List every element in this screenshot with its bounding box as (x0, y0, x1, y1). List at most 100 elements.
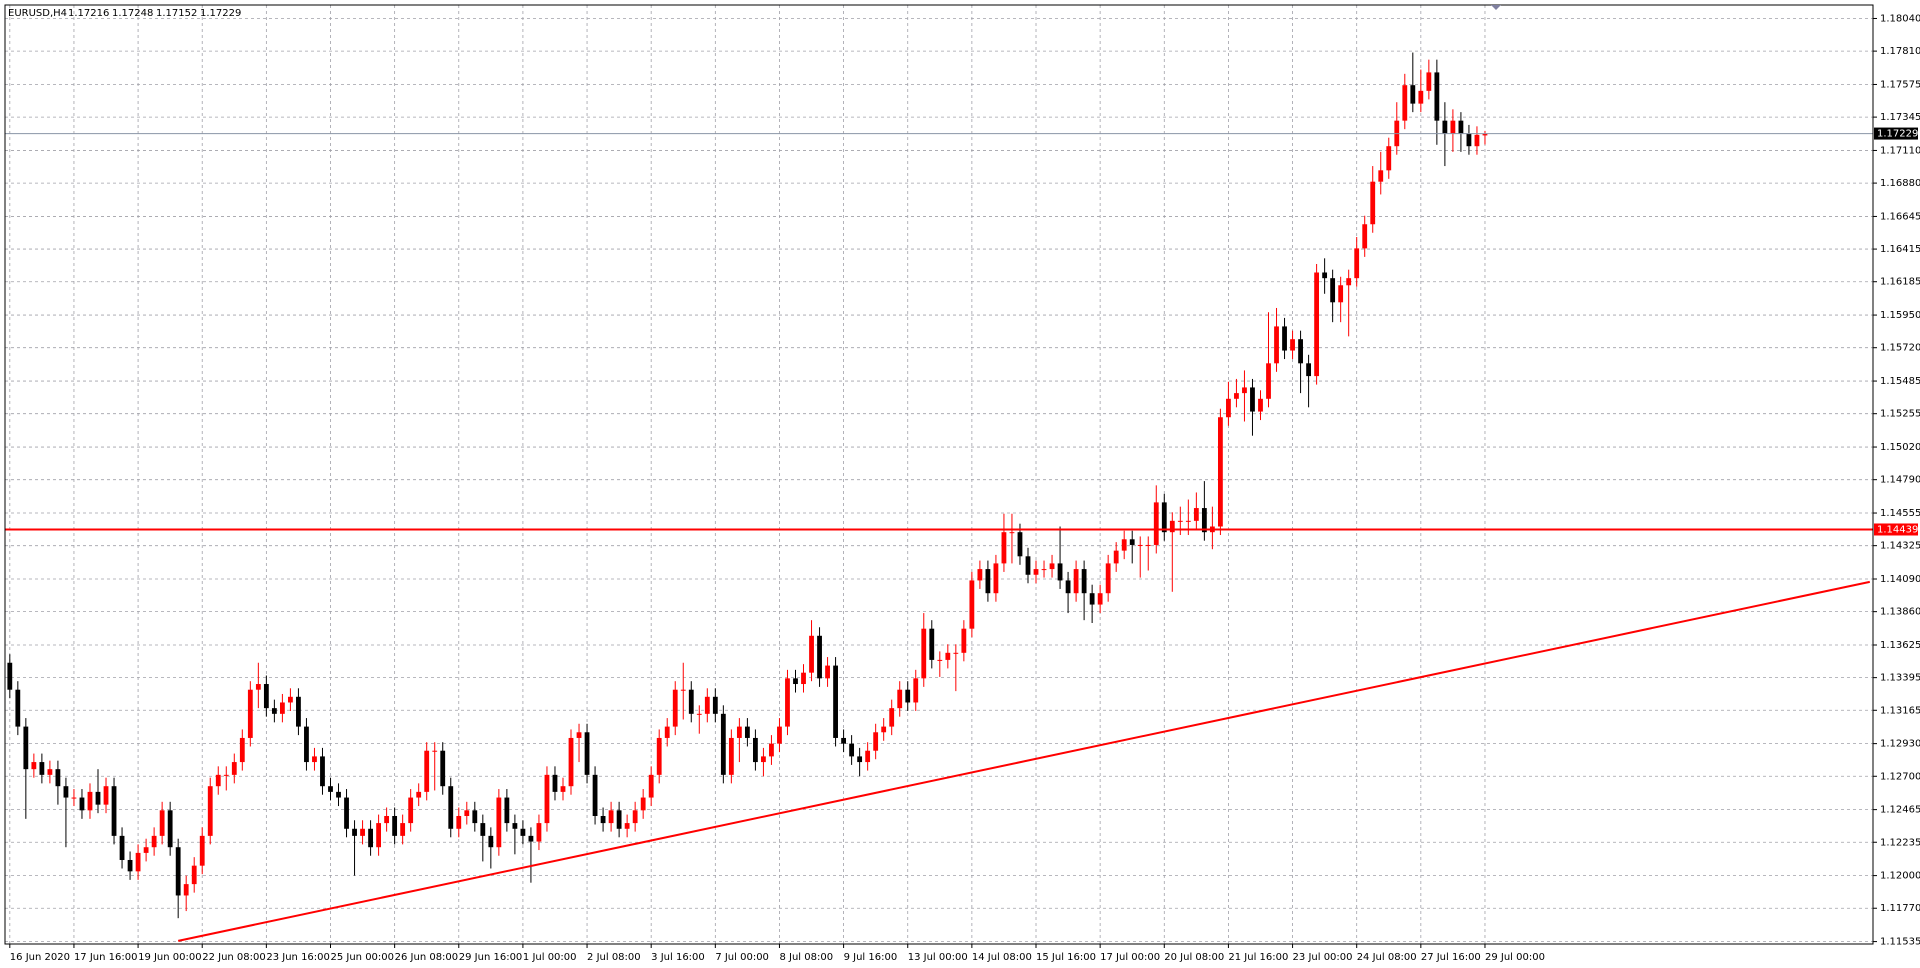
candle-body (640, 797, 646, 811)
candle-body (207, 786, 213, 836)
candle-body (1450, 120, 1456, 134)
candle-body (1330, 278, 1336, 303)
candle-body (304, 726, 309, 763)
candle-body (897, 689, 903, 709)
candle-body (977, 569, 983, 581)
candle-body (223, 774, 229, 776)
y-tick-label: 1.17810 (1880, 46, 1920, 57)
candle-body (584, 732, 590, 775)
high-value: 1.17248 (112, 8, 153, 19)
y-tick-label: 1.12930 (1880, 739, 1920, 750)
x-tick-label: 14 Jul 08:00 (972, 952, 1032, 963)
x-tick-label: 7 Jul 00:00 (715, 952, 769, 963)
x-tick-label: 3 Jul 16:00 (651, 952, 705, 963)
y-tick-label: 1.17110 (1880, 145, 1920, 156)
candle-body (416, 791, 422, 798)
y-tick-label: 1.16880 (1880, 178, 1920, 189)
candle-body (255, 684, 261, 690)
candle-body (288, 696, 293, 703)
candle-body (231, 762, 237, 775)
candle-body (809, 635, 814, 673)
candle-body (552, 774, 558, 792)
candle-body (103, 786, 109, 805)
y-tick-label: 1.17345 (1880, 112, 1920, 123)
candle-body (881, 726, 887, 733)
candle-body (1089, 593, 1095, 605)
candle-body (648, 774, 654, 798)
candle-body (464, 810, 470, 816)
candle-body (1017, 532, 1023, 557)
candle-body (368, 828, 373, 848)
candle-body (560, 786, 566, 792)
candle-body (1466, 133, 1472, 147)
candle-body (143, 847, 149, 853)
candle-body (1378, 170, 1384, 182)
candle-body (384, 815, 390, 824)
candle-body (833, 665, 838, 738)
candle-body (472, 810, 478, 824)
x-tick-label: 24 Jul 08:00 (1357, 952, 1417, 963)
x-tick-label: 13 Jul 00:00 (908, 952, 968, 963)
low-value: 1.17152 (156, 8, 197, 19)
candle-body (728, 737, 734, 775)
y-tick-label: 1.15720 (1880, 343, 1920, 354)
x-tick-label: 1 Jul 00:00 (523, 952, 577, 963)
y-tick-label: 1.14790 (1880, 475, 1920, 486)
candle-body (328, 786, 333, 792)
candle-body (921, 628, 927, 679)
candle-body (616, 810, 622, 829)
header: EURUSD,H4 1.17216 1.17248 1.17152 1.1722… (8, 8, 241, 19)
candle-body (1185, 520, 1191, 522)
candle-body (7, 662, 13, 690)
candle-body (279, 702, 285, 714)
candle-body (1298, 339, 1303, 364)
candle-body (39, 762, 45, 775)
candle-body (929, 628, 935, 660)
candle-body (905, 689, 911, 703)
candle-body (961, 628, 967, 653)
candle-body (1129, 539, 1135, 545)
y-tick-label: 1.15950 (1880, 310, 1920, 321)
plot-frame (4, 4, 1874, 945)
candle-body (432, 750, 438, 752)
candle-body (392, 815, 398, 836)
candle-body (841, 737, 847, 744)
candle-body (761, 756, 766, 763)
candle-body (1282, 326, 1287, 351)
candle-body (63, 786, 69, 798)
y-tick-label: 1.12000 (1880, 871, 1920, 882)
candle-body (480, 823, 486, 836)
y-tick-label: 1.15485 (1880, 376, 1920, 387)
candle-body (1033, 569, 1039, 575)
candle-body (1322, 272, 1328, 279)
candle-body (1234, 393, 1239, 399)
candle-body (239, 737, 245, 763)
candle-body (47, 769, 53, 775)
candle-body (712, 696, 718, 714)
candle-body (1073, 569, 1079, 594)
candle-body (592, 774, 598, 816)
candle-body (624, 823, 630, 829)
level-label: 1.14439 (1877, 524, 1918, 535)
candle-body (1113, 550, 1119, 564)
candle-body (360, 828, 365, 836)
candle-body (1258, 398, 1263, 412)
candle-body (1410, 85, 1416, 104)
candle-body (1105, 563, 1111, 594)
candle-body (183, 884, 189, 896)
candle-body (1354, 248, 1360, 279)
candle-body (87, 791, 93, 811)
candle-body (744, 726, 750, 738)
x-tick-label: 25 Jun 00:00 (330, 952, 394, 963)
x-tick-label: 8 Jul 08:00 (779, 952, 833, 963)
grid (5, 5, 1873, 944)
candle-body (608, 810, 614, 824)
x-tick-label: 9 Jul 16:00 (844, 952, 898, 963)
candle-body (865, 750, 871, 763)
candle-body (1346, 278, 1352, 286)
candle-body (672, 689, 678, 727)
y-tick-label: 1.16645 (1880, 211, 1920, 222)
x-tick-label: 17 Jul 00:00 (1100, 952, 1160, 963)
trendline (177, 580, 1871, 942)
